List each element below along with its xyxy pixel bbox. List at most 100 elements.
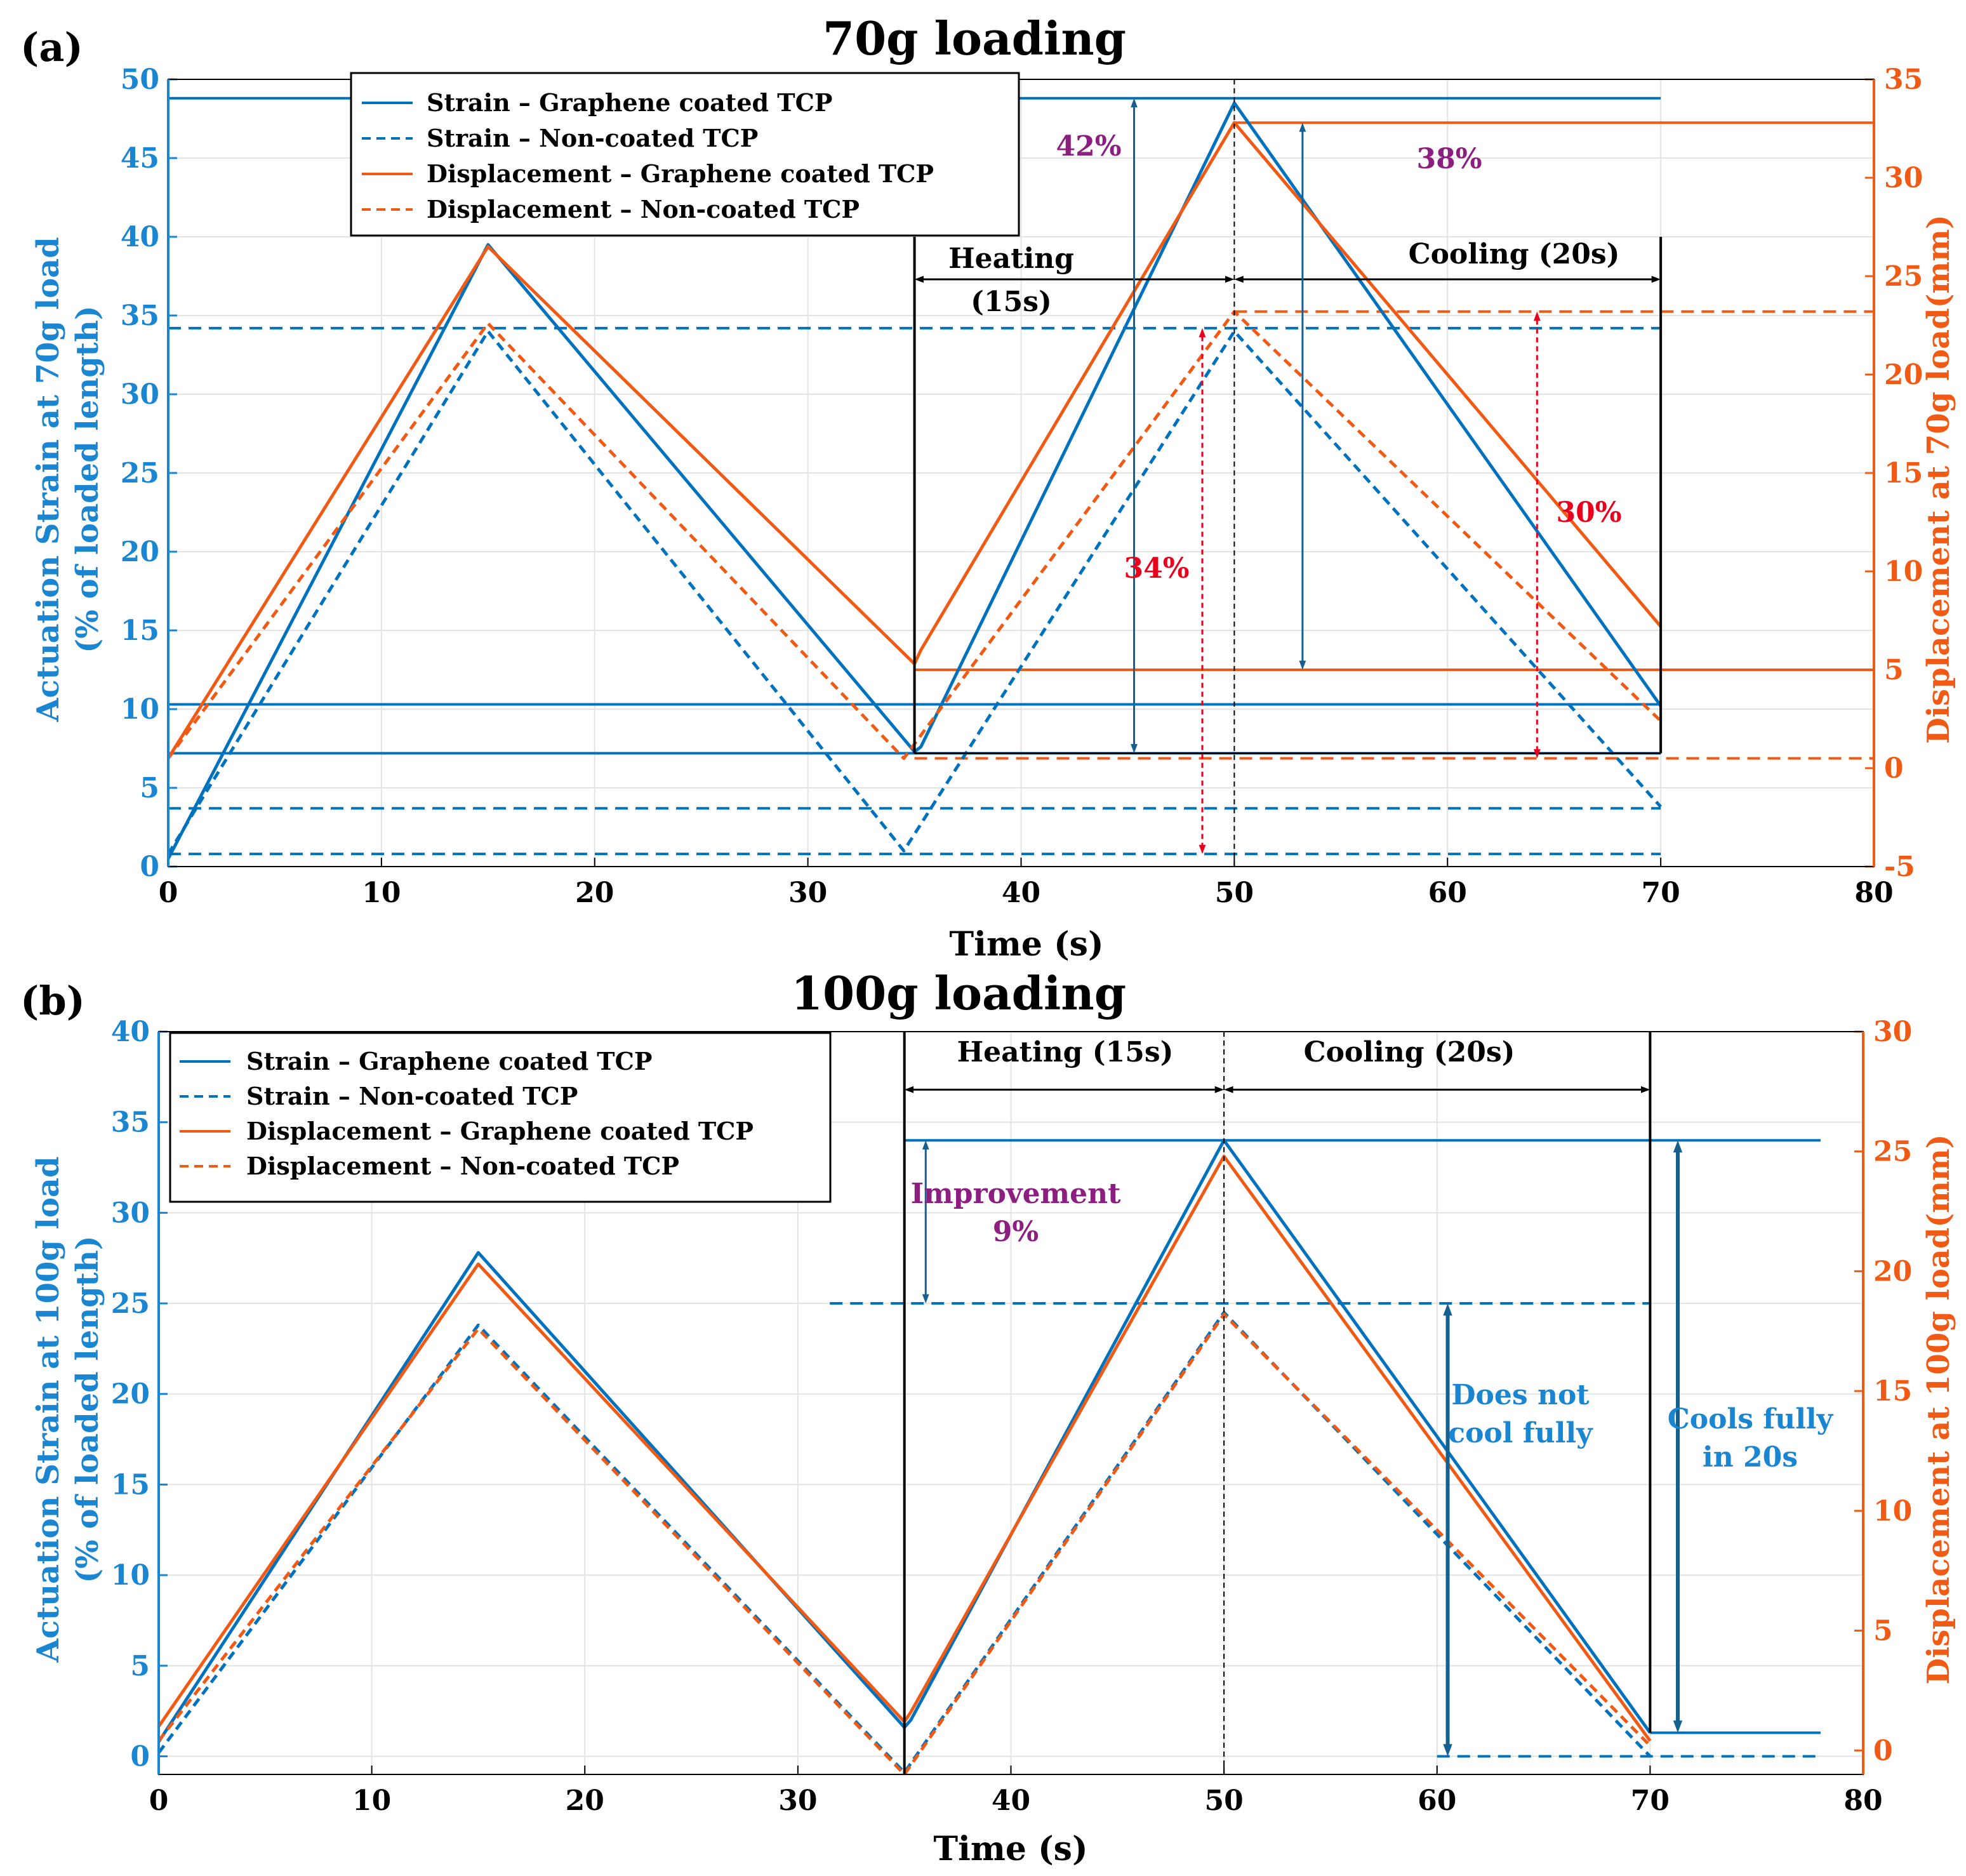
panel-a-displacement-improvement-arrow-head-top [1299,123,1306,132]
panel-a-legend-item-1: Strain – Graphene coated TCP [427,88,832,117]
panel-a-series-3 [166,310,1662,760]
panel-a-label: (a) [20,24,83,70]
panel-a-xtick-label-1: 10 [362,877,401,909]
panel-b-coated-cooling-arrow-head-bottom [1673,1720,1683,1733]
panel-b-ytick-left-label-8: 40 [111,1016,150,1048]
panel-b-cooling-arrow-head-left [1224,1086,1233,1093]
panel-a-ytick-right-label-3: 10 [1884,555,1923,588]
panel-b-cooling-label: Cooling (20s) [1304,1036,1515,1068]
panel-b-improvement-label-1: Improvement [911,1178,1122,1210]
panel-b-ytick-right-label-1: 5 [1873,1615,1893,1647]
panel-b-chart: 0 10 20 30 40 50 60 70 80 0 5 10 15 20 25 30 35 40 0 5 10 15 2… [20,966,1956,1868]
panel-a-ytick-right-label-2: 5 [1884,654,1904,686]
panel-a-non-coated-strain: 34% [1124,552,1189,585]
panel-a-ytick-right-label-0: -5 [1884,851,1915,883]
panel-a-heating-arrow-head-left [914,276,924,283]
panel-a-legend-item-4: Displacement – Non-coated TCP [427,195,860,223]
panel-a-ylabel-right: Displacement at 70g load(mm) [1921,215,1956,744]
panel-b-cooling-arrow-head-right [1640,1086,1651,1093]
panel-b-legend: Strain – Graphene coated TCP Strain – No… [169,1032,832,1203]
panel-a-non-coated-displacement-arrow-head-top [1533,311,1541,321]
panel-a-xtick-label-2: 20 [575,877,614,909]
panel-a-strain-improvement-arrow-head-top [1131,98,1138,108]
panel-b-heating-label: Heating (15s) [957,1036,1174,1068]
panel-a-ytick-left-label-5: 25 [121,457,159,489]
panel-b-legend-item-1: Strain – Graphene coated TCP [246,1047,652,1075]
panel-a-xtick-label-3: 30 [788,877,827,909]
panel-b-ytick-right-label-4: 20 [1873,1255,1912,1287]
panel-b-xtick-label-6: 60 [1418,1785,1456,1817]
panel-a-series [166,101,1663,860]
panel-b-coated-cooling-arrow-head-top [1673,1140,1683,1153]
panel-b-non-coated-note-2: cool fully [1448,1417,1593,1449]
panel-a-ytick-left-label-2: 10 [121,693,159,726]
panel-b-ticks: 0 10 20 30 40 50 60 70 80 0 5 10 15 20 25 30 35 40 0 5 10 15 2… [111,1016,1912,1817]
panel-b-xtick-label-7: 70 [1631,1785,1670,1817]
panel-b-ylabel-left-1: Actuation Strain at 100g load [30,1156,66,1663]
panel-a-ytick-right-label-7: 30 [1884,162,1923,194]
panel-a-ytick-right-label-6: 25 [1884,260,1923,293]
panel-a-heating-arrow-head-right [1225,276,1235,283]
panel-a-ytick-left-label-3: 15 [121,615,159,647]
panel-a-ylabel-left-1: Actuation Strain at 70g load [30,237,66,722]
panel-b-coated-note-2: in 20s [1703,1441,1798,1474]
panel-a-ytick-right-label-4: 15 [1884,457,1923,489]
panel-b-xtick-label-3: 30 [778,1785,817,1817]
panel-a-displacement-improvement: 38% [1416,143,1482,175]
panel-b-ytick-left-label-1: 5 [130,1650,150,1682]
panel-b-improvement-arrow-head-bottom [922,1294,929,1304]
panel-b-ylabel-left-2: (% of loaded length) [70,1235,105,1583]
panel-b-ytick-right-label-3: 15 [1873,1375,1912,1407]
panel-b-xtick-label-5: 50 [1205,1785,1244,1817]
panel-a-xlabel: Time (s) [949,925,1103,964]
panel-b-ytick-left-label-0: 0 [130,1740,150,1773]
panel-b-ylabel-right: Displacement at 100g load(mm) [1921,1134,1956,1684]
panel-a-xtick-label-0: 0 [159,877,178,909]
panel-a-ytick-right-label-1: 0 [1884,752,1904,785]
panel-b-xtick-label-0: 0 [149,1785,169,1817]
panel-a-legend-item-2: Strain – Non-coated TCP [427,124,758,152]
panel-a-xtick-label-4: 40 [1002,877,1040,909]
panel-b-improvement-label-2: 9% [993,1216,1039,1248]
panel-b-series [157,1138,1652,1776]
panel-b-ytick-left-label-5: 25 [111,1287,150,1320]
panel-a-ytick-left-label-4: 20 [121,536,159,568]
panel-a-cooling-arrow-head-right [1651,276,1661,283]
panel-a-non-coated-displacement: 30% [1556,496,1621,529]
panel-a-ytick-right-label-5: 20 [1884,359,1923,391]
panel-a-ytick-left-label-9: 45 [121,142,159,175]
panel-b-series-2 [157,1154,1652,1742]
panel-b-non-coated-cooling-arrow-head-top [1443,1303,1452,1316]
panel-a-heating-label-2: (15s) [971,286,1052,318]
panel-b-xlabel: Time (s) [933,1830,1087,1868]
panel-a-series-1 [166,329,1662,855]
panel-a-xtick-label-7: 70 [1642,877,1680,909]
panel-b-ytick-right-label-5: 25 [1873,1136,1912,1168]
panel-a-ylabel-left-2: (% of loaded length) [70,305,105,653]
panel-b-ytick-right-label-2: 10 [1873,1495,1912,1527]
panel-a-ytick-left-label-8: 40 [121,221,159,253]
panel-a-strain-improvement-arrow-head-bottom [1131,744,1138,754]
panel-a-ytick-right-label-8: 35 [1884,63,1923,96]
panel-b-annotations [904,1086,1683,1757]
panel-b-phase-lines [903,1032,1652,1774]
panel-b-xtick-label-1: 10 [352,1785,391,1817]
panel-b-title: 100g loading [791,966,1126,1020]
panel-b-xtick-label-8: 80 [1843,1785,1882,1817]
panel-b-heating-arrow-head-left [904,1086,914,1093]
panel-b-xtick-label-4: 40 [992,1785,1030,1817]
panel-b-ytick-right-label-0: 0 [1873,1734,1893,1767]
panel-b-ytick-left-label-6: 30 [111,1197,150,1229]
panel-b-coated-note-1: Cools fully [1668,1403,1834,1435]
panel-a-non-coated-strain-arrow-head-top [1199,328,1206,338]
panel-b-improvement-arrow-head-top [922,1140,929,1150]
panel-b-series-3 [157,1312,1652,1776]
panel-a-strain-improvement: 42% [1056,130,1121,163]
panel-a-heating-label-1: Heating [948,243,1074,275]
panel-b-ytick-left-label-3: 15 [111,1468,150,1501]
panel-b-legend-item-2: Strain – Non-coated TCP [246,1082,578,1110]
panel-a-ytick-left-label-0: 0 [140,851,159,883]
panel-a-ytick-left-label-6: 30 [121,378,159,411]
panel-b-xtick-label-2: 20 [566,1785,604,1817]
